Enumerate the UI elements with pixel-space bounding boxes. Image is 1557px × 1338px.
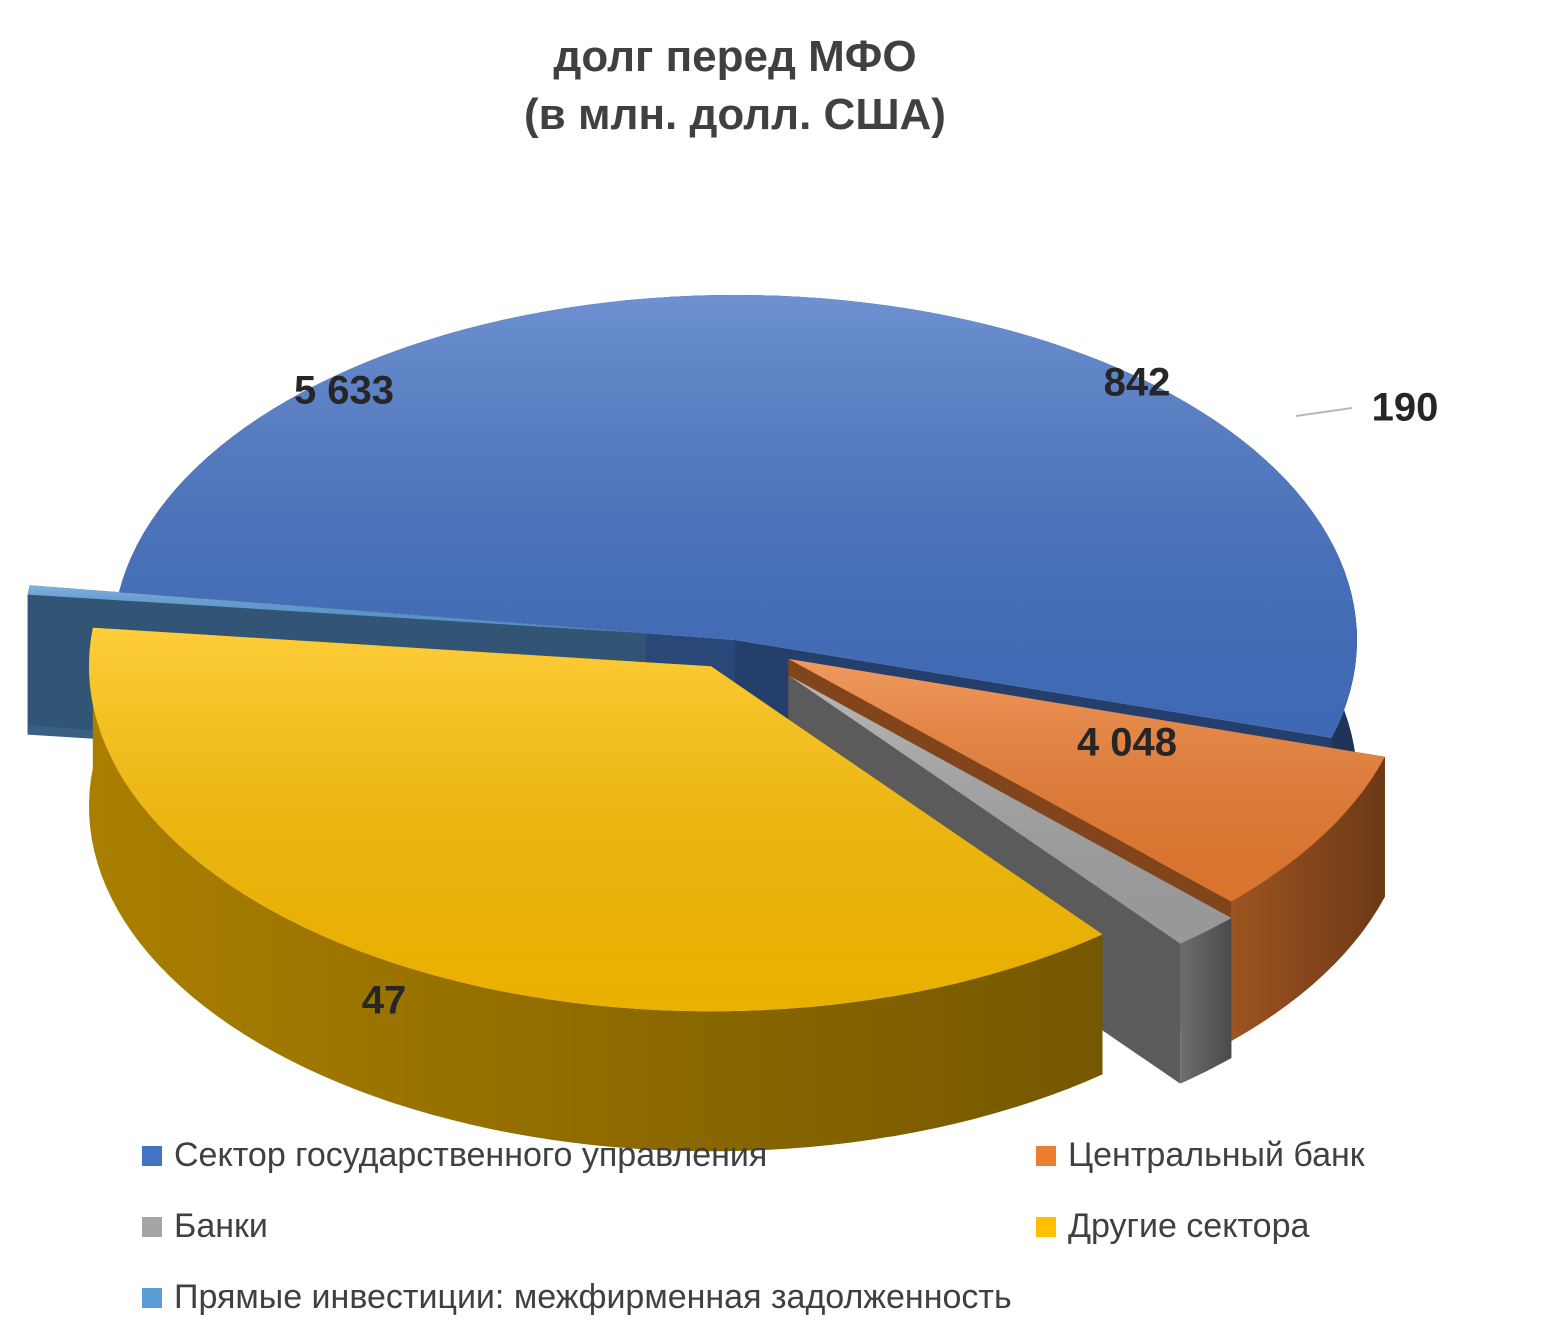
pie-slice-top-shade-3 <box>89 627 1103 1012</box>
pie-slice-top-shade-2 <box>788 675 1232 944</box>
pie-slice-side-shade-4 <box>27 585 30 735</box>
pie-slice-side-shade-1 <box>1231 756 1385 1042</box>
data-label-2: 190 <box>1372 386 1439 430</box>
data-label-3: 4 048 <box>1077 721 1177 765</box>
pie-slice-top-shade-4 <box>27 585 646 634</box>
chart-title-line1: долг перед МФО <box>553 32 917 81</box>
pie-slice-top-shade-0 <box>119 295 1357 738</box>
data-label-4: 47 <box>362 979 407 1023</box>
leader-line-banks <box>1295 407 1353 417</box>
pie-slice-side-shade-3 <box>89 627 1103 1152</box>
pie-slice-top-shade-1 <box>788 658 1385 902</box>
pie-slice-3 <box>89 627 1103 1152</box>
chart-title: долг перед МФО (в млн. долл. США) <box>0 28 1470 144</box>
data-label-0: 5 633 <box>294 369 394 413</box>
pie-slice-0 <box>119 295 1357 878</box>
data-label-1: 842 <box>1104 361 1171 405</box>
chart-title-line2: (в млн. долл. США) <box>524 90 946 139</box>
pie-slice-side-shade-2 <box>1180 917 1232 1084</box>
